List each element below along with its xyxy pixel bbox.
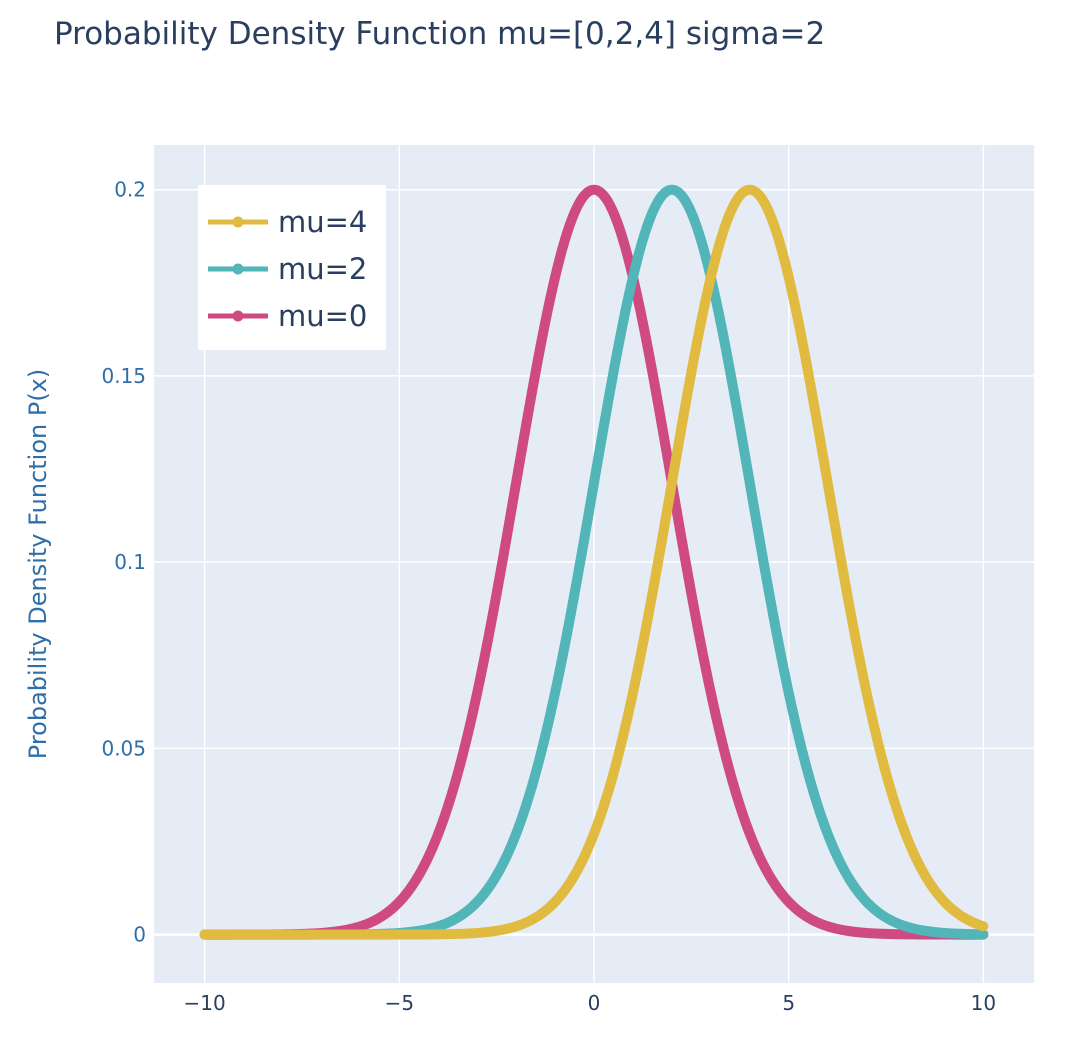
x-tick-label: −5 bbox=[385, 991, 414, 1015]
legend-label: mu=4 bbox=[278, 205, 367, 239]
series-lines bbox=[199, 184, 989, 940]
y-axis-label: Probability Density Function P(x) bbox=[24, 369, 52, 759]
x-axis-ticks: −10 −5 0 5 10 bbox=[184, 991, 997, 1015]
legend-label: mu=2 bbox=[278, 252, 367, 286]
y-tick-label: 0.05 bbox=[101, 736, 146, 760]
y-tick-label: 0.15 bbox=[101, 364, 146, 388]
y-axis-ticks: 0 0.05 0.1 0.15 0.2 bbox=[101, 178, 146, 947]
legend-swatch-marker bbox=[232, 216, 244, 228]
x-tick-label: 10 bbox=[971, 991, 996, 1015]
series-line-mu=4 bbox=[199, 184, 989, 940]
legend-label: mu=0 bbox=[278, 299, 367, 333]
legend[interactable]: mu=4 mu=2 mu=0 bbox=[198, 185, 386, 350]
legend-item[interactable]: mu=0 bbox=[208, 299, 367, 333]
y-tick-label: 0.1 bbox=[114, 550, 146, 574]
y-tick-label: 0 bbox=[133, 923, 146, 947]
legend-swatch-marker bbox=[232, 263, 244, 275]
x-tick-label: −10 bbox=[184, 991, 226, 1015]
legend-swatch-marker bbox=[232, 310, 244, 322]
x-tick-label: 0 bbox=[588, 991, 601, 1015]
x-tick-label: 5 bbox=[782, 991, 795, 1015]
legend-item[interactable]: mu=2 bbox=[208, 252, 367, 286]
chart-title: Probability Density Function mu=[0,2,4] … bbox=[54, 16, 825, 52]
legend-item[interactable]: mu=4 bbox=[208, 205, 367, 239]
y-tick-label: 0.2 bbox=[114, 178, 146, 202]
